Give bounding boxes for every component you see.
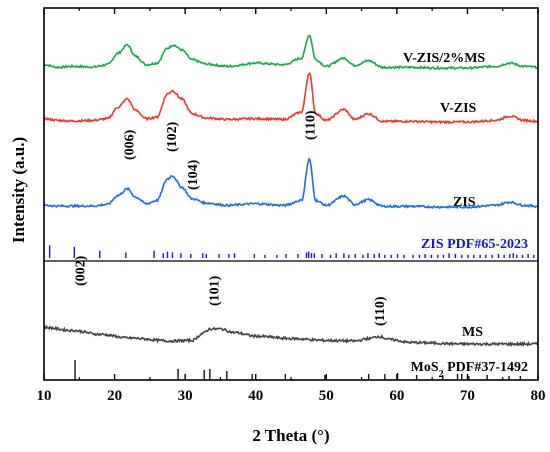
plot-content: V-ZIS/2%MS V-ZIS ZIS MS bbox=[43, 34, 539, 347]
x-tick-label: 10 bbox=[37, 388, 52, 404]
reference-patterns: ZIS PDF#65-2023 MoS2 PDF#37-1492 bbox=[48, 237, 535, 380]
peak-label-1: (102) bbox=[165, 121, 180, 152]
x-tick-label: 50 bbox=[319, 388, 334, 404]
x-tick-label: 60 bbox=[389, 388, 404, 404]
series-label-v-zis: V-ZIS bbox=[440, 101, 477, 116]
series-line-zis bbox=[43, 157, 538, 210]
peak-label-3: (110) bbox=[303, 110, 318, 140]
x-tick-label: 70 bbox=[460, 388, 475, 404]
series-label-v-zis-2-ms: V-ZIS/2%MS bbox=[403, 51, 485, 66]
series-line-v-zis bbox=[44, 72, 539, 125]
y-axis-label: Intensity (a.u.) bbox=[9, 137, 28, 243]
x-tick-label: 20 bbox=[107, 388, 122, 404]
series-label-ms: MS bbox=[462, 325, 483, 340]
x-tick-label: 80 bbox=[531, 388, 546, 404]
peak-label-4: (002) bbox=[73, 255, 88, 286]
series-line-v-zis-2-ms bbox=[43, 34, 539, 71]
peak-label-2: (104) bbox=[186, 159, 201, 190]
peak-label-0: (006) bbox=[123, 129, 138, 160]
mos2-ref-label: MoS2 PDF#37-1492 bbox=[411, 360, 528, 380]
annotations: (006) (102) (104) (110) (002) (101) (110) bbox=[73, 110, 388, 326]
axes: 10 20 30 40 50 60 70 80 bbox=[37, 7, 546, 404]
x-axis-label: 2 Theta (°) bbox=[252, 426, 329, 445]
x-tick-label: 40 bbox=[248, 388, 263, 404]
x-tick-label: 30 bbox=[178, 388, 193, 404]
series-line-ms bbox=[43, 324, 538, 347]
peak-label-6: (110) bbox=[373, 296, 388, 326]
zis-ref-label: ZIS PDF#65-2023 bbox=[421, 237, 528, 252]
peak-label-5: (101) bbox=[207, 275, 222, 306]
series-label-zis: ZIS bbox=[453, 195, 476, 210]
